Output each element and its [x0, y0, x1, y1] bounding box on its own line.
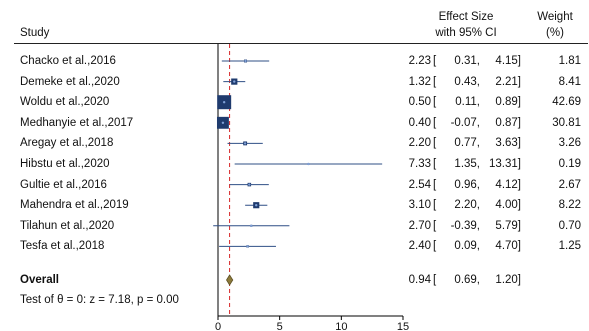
- study-label: Tesfa et al.,2018: [20, 240, 105, 253]
- study-ci-lower: 0.96,: [454, 178, 480, 191]
- study-ci-lower: 0.77,: [454, 137, 480, 150]
- study-label: Gultie et al.,2016: [20, 178, 107, 191]
- column-header-ci: with 95% CI: [435, 27, 497, 39]
- study-bracket-open: [: [433, 96, 437, 109]
- column-header-weight-unit: (%): [546, 27, 564, 39]
- study-ci-upper: 5.79]: [495, 219, 521, 232]
- x-tick-label: 15: [397, 321, 409, 331]
- study-weight: 1.81: [558, 55, 581, 67]
- study-bracket-open: [: [433, 158, 437, 170]
- study-bracket-open: [: [433, 178, 437, 191]
- study-weight: 1.25: [558, 240, 581, 253]
- study-ci-lower: -0.07,: [450, 116, 480, 129]
- study-point-estimate: [244, 59, 247, 63]
- study-label: Aregay et al.,2018: [20, 137, 114, 150]
- study-ci-lower: 0.31,: [454, 55, 480, 67]
- study-bracket-open: [: [433, 75, 437, 88]
- study-point-estimate: [221, 121, 225, 125]
- overall-bracket-open: [: [433, 274, 437, 286]
- study-point-estimate: [250, 224, 253, 227]
- study-effect-size: 2.40: [408, 240, 431, 253]
- study-weight: 3.26: [558, 137, 581, 150]
- study-ci-upper: 4.00]: [495, 199, 521, 212]
- study-effect-size: 2.70: [408, 219, 431, 232]
- study-point-estimate: [233, 80, 236, 83]
- study-ci-upper: 0.87]: [495, 116, 521, 129]
- study-effect-size: 1.32: [408, 75, 431, 88]
- overall-ci-lower: 0.69,: [454, 274, 480, 286]
- study-bracket-open: [: [433, 199, 437, 212]
- study-weight: 8.22: [558, 199, 581, 212]
- study-ci-lower: 0.11,: [455, 96, 480, 109]
- header-divider: [14, 43, 588, 44]
- overall-ci-upper: 1.20]: [495, 274, 521, 286]
- study-weight: 30.81: [552, 116, 581, 129]
- study-bracket-open: [: [433, 137, 437, 150]
- study-label: Hibstu et al.,2020: [20, 158, 110, 170]
- study-point-estimate: [255, 204, 258, 207]
- overall-label: Overall: [20, 274, 59, 286]
- overall-es: 0.94: [408, 274, 431, 286]
- study-ci-upper: 13.31]: [489, 158, 521, 170]
- study-point-estimate: [248, 183, 251, 186]
- study-effect-size: 0.40: [408, 116, 431, 129]
- study-ci-upper: 3.63]: [495, 137, 521, 150]
- study-label: Tilahun et al.,2020: [20, 219, 115, 232]
- column-header-weight: Weight: [537, 11, 573, 23]
- study-effect-size: 7.33: [408, 158, 431, 170]
- column-header-study: Study: [20, 27, 50, 39]
- study-ci-lower: 0.43,: [454, 75, 480, 88]
- study-effect-size: 2.20: [408, 137, 431, 150]
- study-weight: 42.69: [552, 96, 581, 109]
- study-ci-upper: 4.70]: [495, 240, 521, 253]
- study-point-estimate: [307, 162, 310, 166]
- study-label: Chacko et al.,2016: [20, 55, 116, 67]
- x-tick-label: 10: [335, 321, 347, 331]
- x-tick-label: 5: [277, 321, 283, 331]
- study-ci-lower: 1.35,: [454, 158, 480, 170]
- study-ci-lower: 2.20,: [454, 199, 480, 212]
- study-bracket-open: [: [433, 219, 437, 232]
- study-label: Medhanyie et al.,2017: [20, 116, 134, 129]
- study-weight: 2.67: [558, 178, 581, 191]
- study-bracket-open: [: [433, 116, 437, 129]
- study-point-estimate: [243, 142, 247, 145]
- study-label: Woldu et al.,2020: [20, 96, 110, 109]
- study-label: Mahendra et al.,2019: [20, 199, 129, 212]
- study-effect-size: 3.10: [408, 199, 431, 212]
- study-ci-upper: 0.89]: [495, 96, 521, 109]
- study-ci-lower: -0.39,: [450, 219, 480, 232]
- pooled-effect-diamond: [226, 274, 234, 286]
- study-effect-size: 2.23: [408, 55, 431, 67]
- study-effect-size: 0.50: [408, 96, 431, 109]
- study-bracket-open: [: [433, 240, 437, 253]
- study-weight: 8.41: [558, 75, 581, 88]
- study-ci-upper: 4.12]: [495, 178, 521, 191]
- study-label: Demeke et al.,2020: [20, 75, 120, 88]
- study-bracket-open: [: [433, 55, 437, 67]
- study-weight: 0.70: [558, 219, 581, 232]
- study-ci-upper: 2.21]: [495, 75, 521, 88]
- x-tick-label: 0: [215, 321, 221, 331]
- column-header-effect-size: Effect Size: [438, 11, 494, 23]
- overall-test-statistic: Test of θ = 0: z = 7.18, p = 0.00: [20, 294, 179, 306]
- study-point-estimate: [222, 101, 226, 104]
- study-ci-upper: 4.15]: [495, 55, 521, 67]
- study-ci-lower: 0.09,: [454, 240, 480, 253]
- study-effect-size: 2.54: [408, 178, 431, 191]
- study-point-estimate: [246, 245, 249, 248]
- study-weight: 0.19: [558, 158, 581, 170]
